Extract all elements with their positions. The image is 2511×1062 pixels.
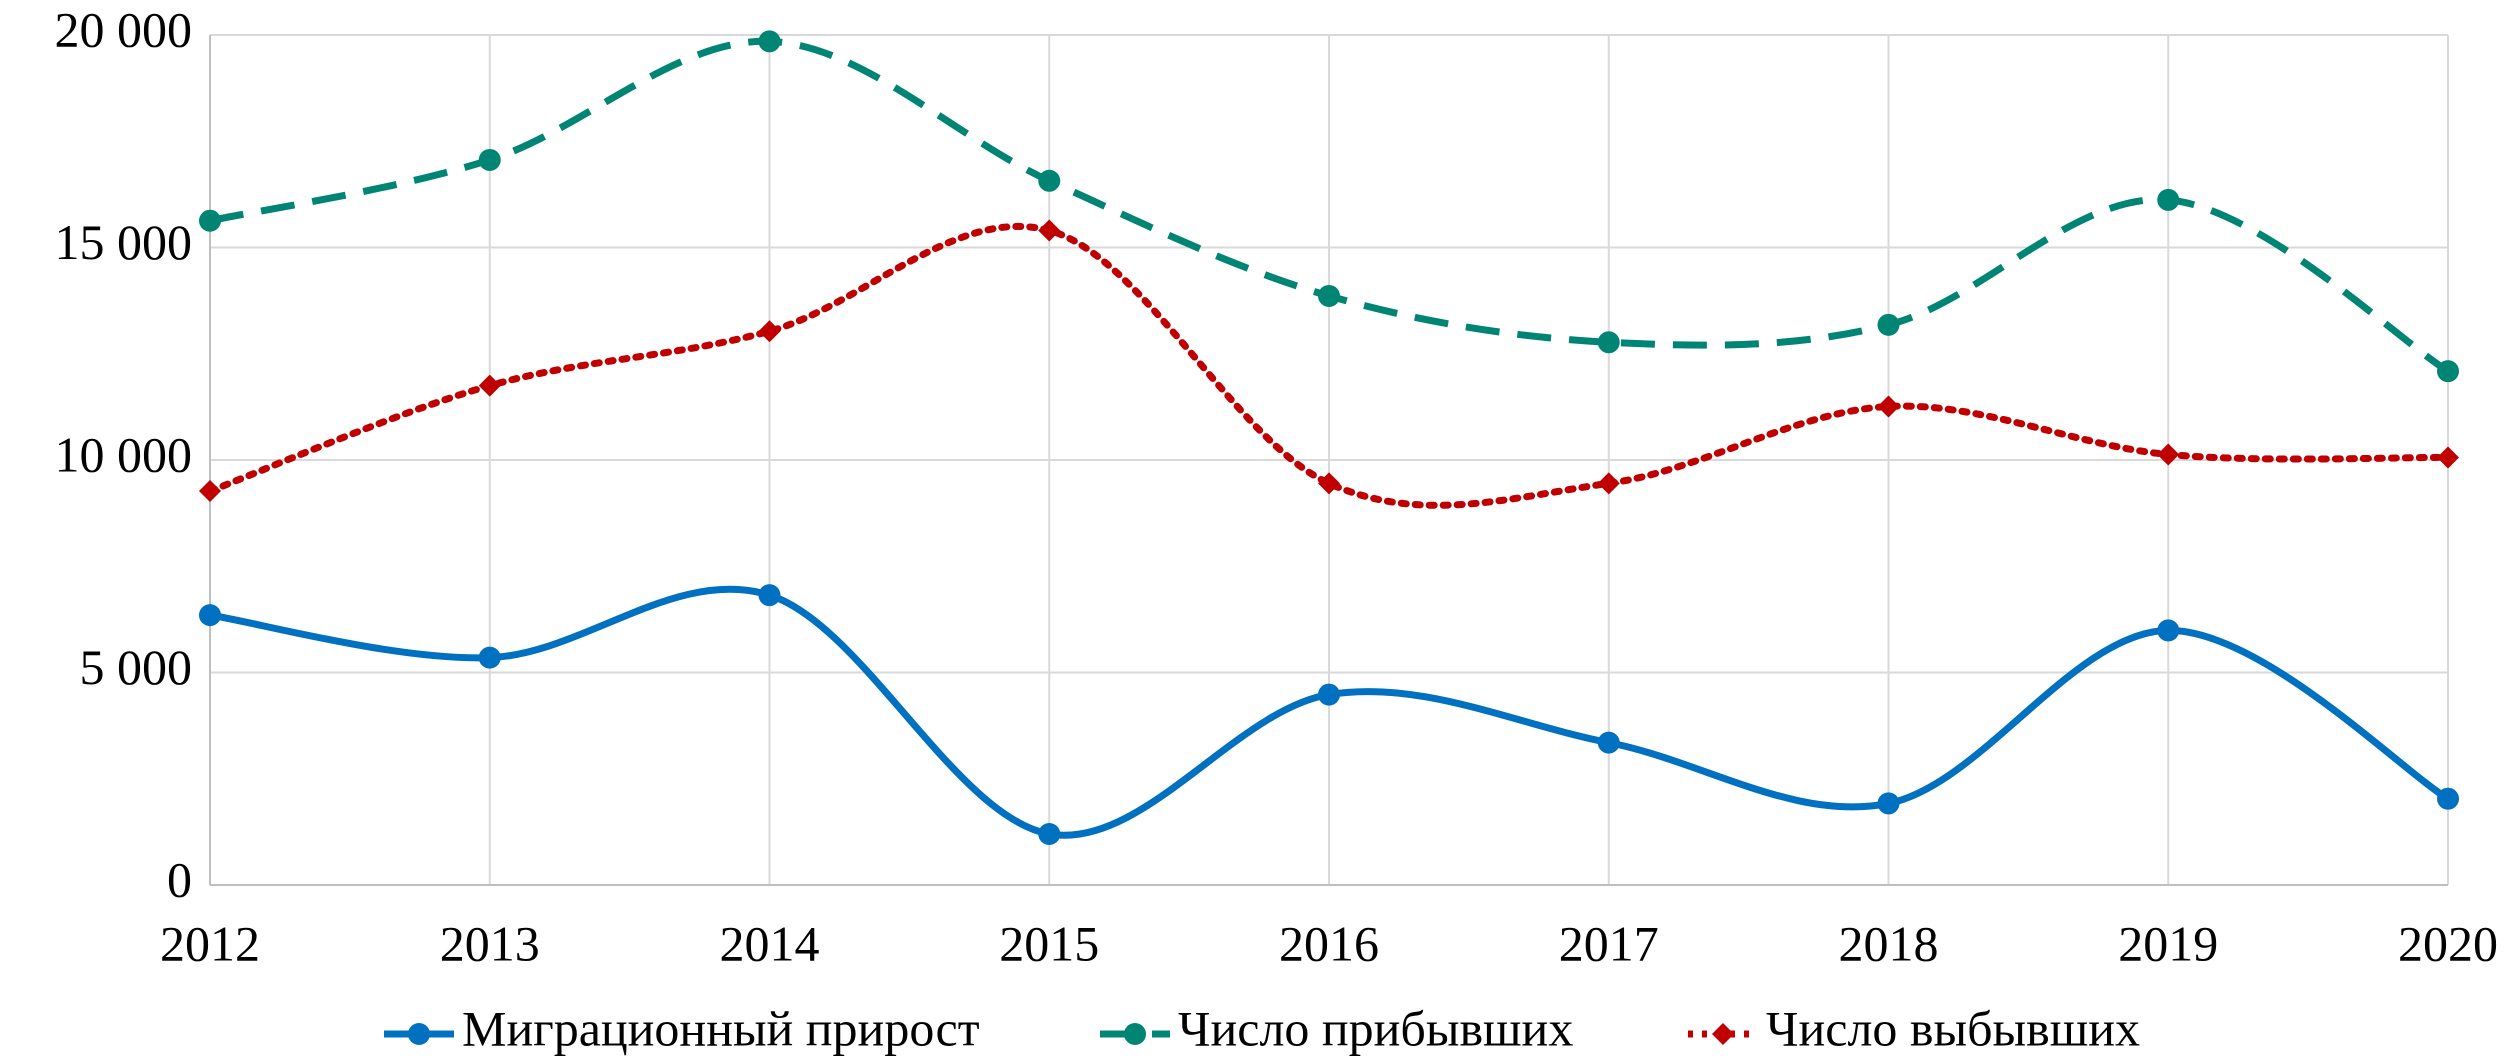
marker [2437,446,2459,469]
marker [1038,169,1061,192]
marker [1038,219,1061,242]
marker [478,646,501,669]
marker [1712,1023,1734,1045]
marker [1597,331,1620,354]
marker [1877,395,1900,418]
marker [199,209,221,232]
marker [408,1023,430,1045]
marker [478,374,501,397]
y-tick-label: 5 000 [80,639,193,695]
x-tick-label: 2019 [2118,915,2218,971]
x-tick-label: 2013 [440,915,540,971]
legend-label: Число выбывших [1766,1000,2140,1056]
x-tick-label: 2016 [1279,915,1379,971]
marker [2157,619,2180,642]
marker [1318,284,1340,307]
x-tick-label: 2020 [2398,915,2498,971]
marker [1318,683,1340,706]
marker [2437,787,2459,810]
legend-label: Число прибывших [1178,1000,1573,1056]
marker [2437,360,2459,383]
marker [1597,731,1620,754]
marker [199,604,221,627]
marker [1877,313,1900,336]
marker [1597,472,1620,495]
series-line [206,222,2452,509]
x-tick-label: 2014 [720,915,820,971]
marker [1318,472,1340,495]
legend-label: Миграционный прирост [462,1000,980,1056]
marker [478,148,501,171]
x-tick-label: 2018 [1839,915,1939,971]
x-tick-label: 2015 [999,915,1099,971]
y-tick-label: 15 000 [55,214,193,270]
marker [1124,1023,1146,1045]
x-tick-label: 2012 [160,915,260,971]
x-tick-label: 2017 [1559,915,1659,971]
marker [1038,823,1061,845]
marker [758,30,781,53]
y-tick-label: 10 000 [55,426,193,482]
marker [758,320,781,343]
marker [758,584,781,607]
marker [1877,792,1900,815]
y-tick-label: 0 [167,851,192,907]
marker [199,480,221,503]
marker [2157,443,2180,466]
y-tick-label: 20 000 [55,1,193,57]
marker [2157,188,2180,211]
